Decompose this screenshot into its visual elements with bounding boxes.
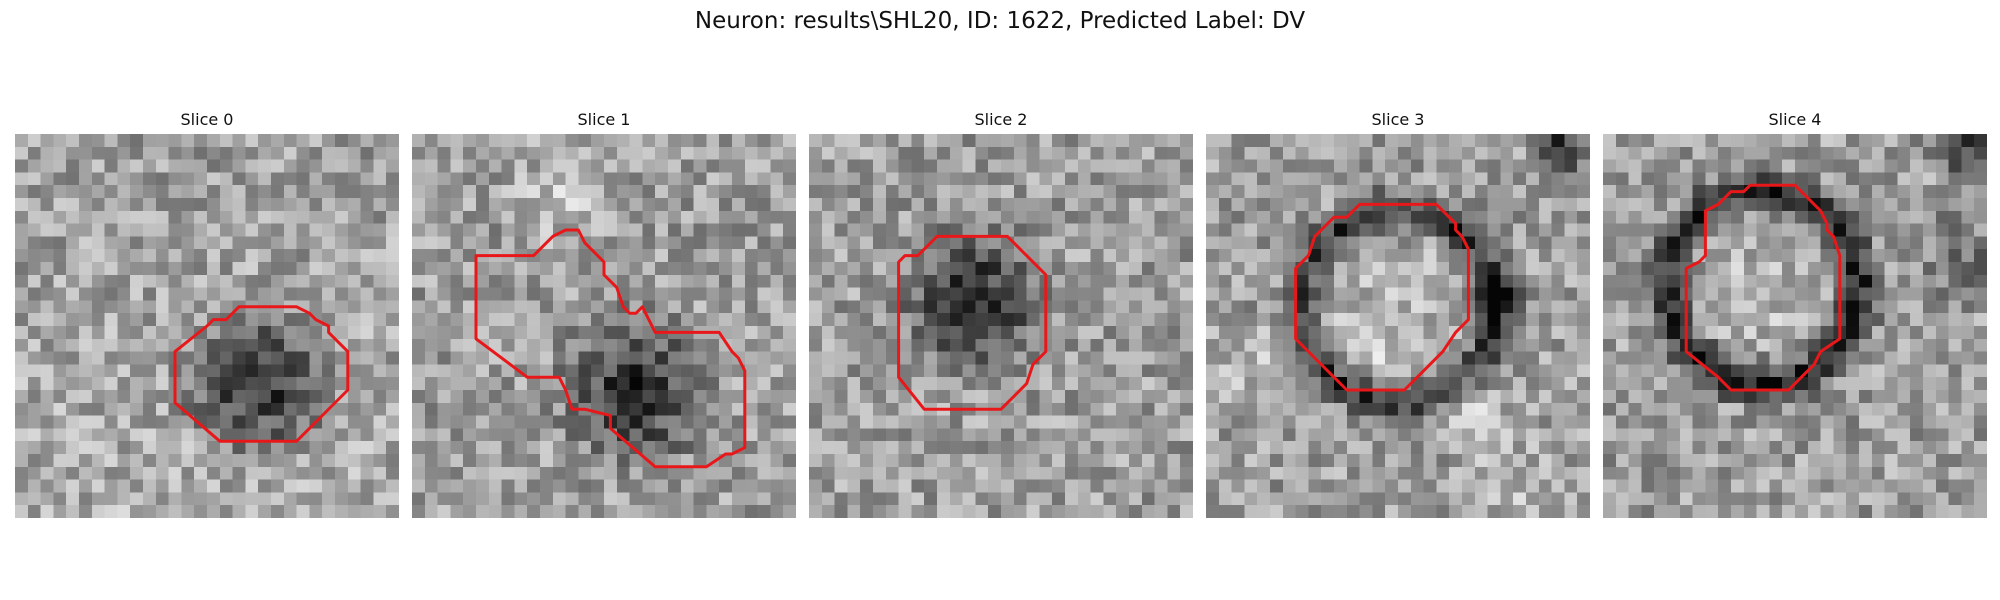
slice-title: Slice 2	[974, 110, 1028, 129]
microscopy-slice-image	[412, 134, 796, 518]
pixel-grid	[1206, 134, 1590, 518]
microscopy-slice-image	[1206, 134, 1590, 518]
roi-outline	[897, 234, 1048, 411]
slice-title: Slice 4	[1768, 110, 1822, 129]
pixel-grid	[15, 134, 399, 518]
roi-outline	[173, 305, 350, 443]
figure-title: Neuron: results\SHL20, ID: 1622, Predict…	[694, 8, 1306, 34]
microscopy-slice-image	[1603, 134, 1987, 518]
pixel-grid	[412, 134, 796, 518]
slice-title: Slice 0	[180, 110, 234, 129]
roi-outline	[1684, 183, 1842, 392]
pixel-grid	[1603, 134, 1987, 518]
roi-outline	[1294, 202, 1470, 392]
slice-title: Slice 1	[577, 110, 631, 129]
roi-outline	[474, 228, 747, 469]
slice-title: Slice 3	[1371, 110, 1425, 129]
microscopy-slice-image	[809, 134, 1193, 518]
microscopy-slice-image	[15, 134, 399, 518]
pixel-grid	[809, 134, 1193, 518]
